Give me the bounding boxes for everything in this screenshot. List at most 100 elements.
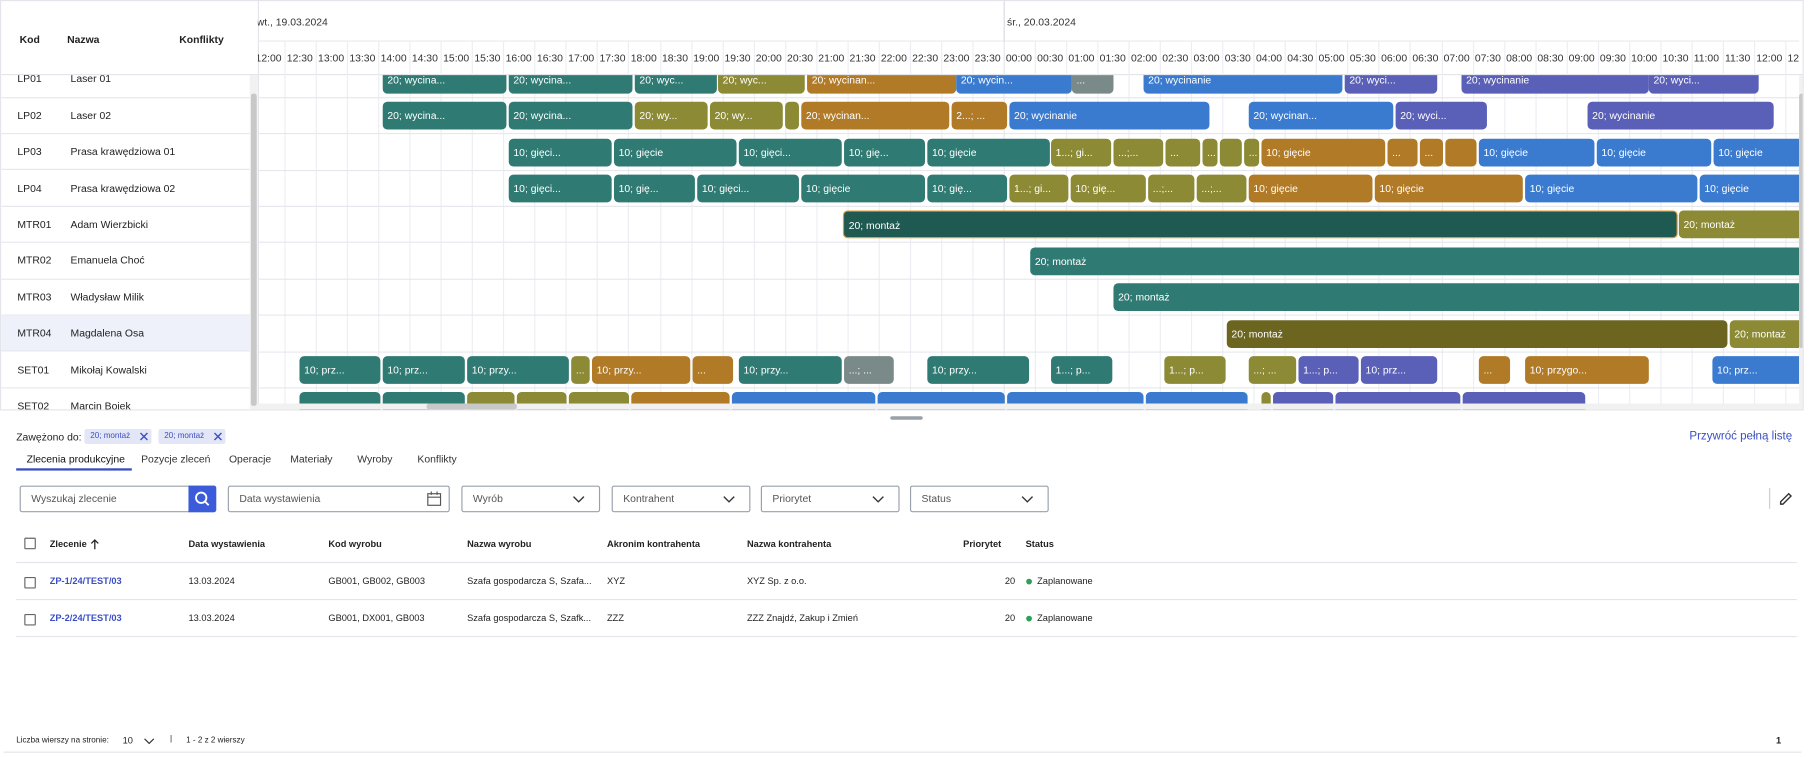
gantt-bar[interactable]: 1...; gi... — [1051, 138, 1112, 167]
gantt-bar[interactable]: 20; wycina... — [382, 101, 507, 130]
gantt-bar[interactable]: ...;... — [1148, 174, 1195, 203]
search-button[interactable] — [188, 485, 217, 513]
gantt-bar[interactable]: 10; gięci... — [508, 174, 612, 203]
gantt-bar[interactable]: 20; wycinanie — [1461, 75, 1649, 94]
gantt-bar[interactable]: 20; wyci... — [1395, 101, 1487, 130]
column-header[interactable]: Nazwa kontrahenta — [746, 538, 832, 550]
dropdown[interactable]: Priorytet — [760, 485, 900, 513]
column-header[interactable]: Nazwa wyrobu — [467, 538, 532, 550]
gantt-bar[interactable]: 20; wycina... — [508, 101, 633, 130]
gantt-bar[interactable]: 20; wycin... — [956, 75, 1072, 94]
header-checkbox[interactable] — [24, 537, 36, 550]
gantt-bar[interactable]: 10; gięcie — [1596, 138, 1712, 167]
gantt-bar[interactable]: 20; wycina... — [382, 75, 507, 94]
gantt-bar[interactable]: 10; gięci... — [738, 138, 842, 167]
gantt-bar[interactable]: 10; gięcie — [1713, 138, 1800, 167]
gantt-bar[interactable]: ... — [1071, 75, 1114, 94]
gantt-bar[interactable]: 10; gięcie — [613, 138, 737, 167]
row-checkbox[interactable] — [24, 576, 36, 589]
resource-row[interactable]: LP01 Laser 01 — [1, 75, 250, 98]
page-size[interactable]: 10 — [122, 735, 133, 746]
gantt-bar[interactable]: 10; gięcie — [1248, 174, 1373, 203]
gantt-bar[interactable]: 20; wy... — [634, 101, 708, 130]
gantt-bar[interactable]: 10; prz... — [382, 356, 465, 384]
gantt-bar[interactable]: ... — [571, 356, 590, 384]
gantt-bar[interactable]: 20; montaż — [842, 210, 1678, 239]
edit-icon[interactable] — [1777, 489, 1793, 505]
tab[interactable]: Materiały — [290, 453, 333, 465]
page-number[interactable]: 1 — [1776, 735, 1782, 746]
order-link[interactable]: ZP-1/24/TEST/03 — [49, 575, 122, 587]
tab[interactable]: Pozycje zleceń — [141, 453, 211, 465]
search-box[interactable]: Wyszukaj zlecenie — [19, 485, 217, 513]
resource-row[interactable]: SET02 Marcin Bojek — [1, 388, 250, 409]
gantt-bar[interactable]: 10; prz... — [299, 356, 381, 384]
gantt-bar[interactable]: 1...; p... — [1051, 356, 1113, 384]
page-size-chevron[interactable] — [143, 737, 155, 746]
gantt-bar[interactable]: 10; gięcie — [1525, 174, 1698, 203]
tab[interactable]: Konflikty — [417, 453, 457, 465]
chip-close[interactable] — [213, 432, 222, 441]
gantt-bar[interactable]: ... — [1244, 138, 1260, 167]
tab[interactable]: Zlecenia produkcyjne — [26, 453, 125, 465]
dropdown[interactable]: Wyrób — [461, 485, 601, 513]
gantt-bar[interactable] — [1219, 138, 1242, 167]
filter-chip[interactable]: 20; montaż — [158, 428, 226, 444]
column-header[interactable]: Akronim kontrahenta — [607, 538, 701, 550]
resource-row[interactable]: LP03 Prasa krawędziowa 01 — [1, 134, 250, 171]
gantt-bar[interactable]: 10; prz... — [1712, 356, 1800, 384]
gantt-bar[interactable]: 1...; p... — [1298, 356, 1359, 384]
gantt-bar[interactable]: ...; ... — [1248, 356, 1297, 384]
splitter-handle[interactable] — [890, 416, 923, 420]
gantt-bar[interactable]: 20; wycinanie — [1143, 75, 1343, 94]
gantt-bar[interactable]: 10; gię... — [1070, 174, 1146, 203]
chip-close[interactable] — [139, 432, 148, 441]
resource-row[interactable]: MTR01 Adam Wierzbicki — [1, 207, 250, 244]
gantt-bar[interactable] — [785, 101, 799, 130]
gantt-bar[interactable]: 20; wycinanie — [1009, 101, 1210, 130]
gantt-bar[interactable]: 20; wycinan... — [801, 101, 950, 130]
gantt-bar[interactable]: 20; wyci... — [1344, 75, 1438, 94]
gantt-bar[interactable]: 20; wyci... — [1648, 75, 1759, 94]
row-checkbox[interactable] — [24, 613, 36, 626]
resource-row[interactable]: MTR02 Emanuela Choć — [1, 243, 250, 280]
dropdown[interactable]: Kontrahent — [611, 485, 751, 513]
column-header[interactable]: Zlecenie — [49, 538, 87, 550]
gantt-bar[interactable] — [1445, 138, 1477, 167]
gantt-bar[interactable]: 20; wycina... — [508, 75, 633, 94]
gantt-bar[interactable]: 10; przy... — [592, 356, 691, 384]
gantt-bar[interactable]: 10; gię... — [927, 174, 1008, 203]
resource-row[interactable]: LP02 Laser 02 — [1, 98, 250, 135]
resource-row[interactable]: MTR04 Magdalena Osa — [1, 315, 250, 353]
tab[interactable]: Wyroby — [357, 453, 393, 465]
gantt-bar[interactable]: ... — [1387, 138, 1418, 167]
resource-row[interactable]: SET01 Mikołaj Kowalski — [1, 352, 250, 389]
gantt-bar[interactable]: ... — [1202, 138, 1218, 167]
v-scroll-thumb[interactable] — [1799, 93, 1803, 349]
column-header[interactable]: Status — [1025, 538, 1054, 550]
gantt-bar[interactable]: ... — [692, 356, 734, 384]
dropdown[interactable]: Status — [909, 485, 1049, 513]
gantt-bar[interactable]: 10; gięcie — [1478, 138, 1595, 167]
column-header[interactable]: Data wystawienia — [188, 538, 266, 550]
gantt-bar[interactable]: 10; gięcie — [927, 138, 1050, 167]
gantt-bar[interactable]: 10; przy... — [467, 356, 569, 384]
gantt-bar[interactable]: 20; wy... — [709, 101, 783, 130]
gantt-bar[interactable]: 20; montaż — [1030, 247, 1800, 275]
gantt-bar[interactable]: 20; montaż — [1113, 283, 1800, 312]
gantt-bar[interactable]: 10; przygo... — [1525, 356, 1649, 384]
gantt-bar[interactable]: 10; przy... — [738, 356, 842, 384]
h-scroll-thumb[interactable] — [426, 403, 517, 410]
gantt-bar[interactable]: 10; gięcie — [801, 174, 925, 203]
date-filter[interactable]: Data wystawienia — [227, 485, 450, 513]
gantt-bar[interactable]: 2...; ... — [951, 101, 1008, 130]
gantt-bar[interactable]: ...; ... — [844, 356, 894, 384]
reset-link[interactable]: Przywróć pełną listę — [1689, 430, 1793, 443]
gantt-bar[interactable]: 10; prz... — [1360, 356, 1438, 384]
gantt-bar[interactable]: ... — [1165, 138, 1201, 167]
gantt-bar[interactable]: 20; wyc... — [634, 75, 717, 94]
gantt-bar[interactable]: ...;... — [1196, 174, 1247, 203]
v-scroll-thumb[interactable] — [250, 93, 257, 406]
filter-chip[interactable]: 20; montaż — [84, 428, 152, 444]
gantt-bar[interactable]: 10; gięci... — [508, 138, 612, 167]
